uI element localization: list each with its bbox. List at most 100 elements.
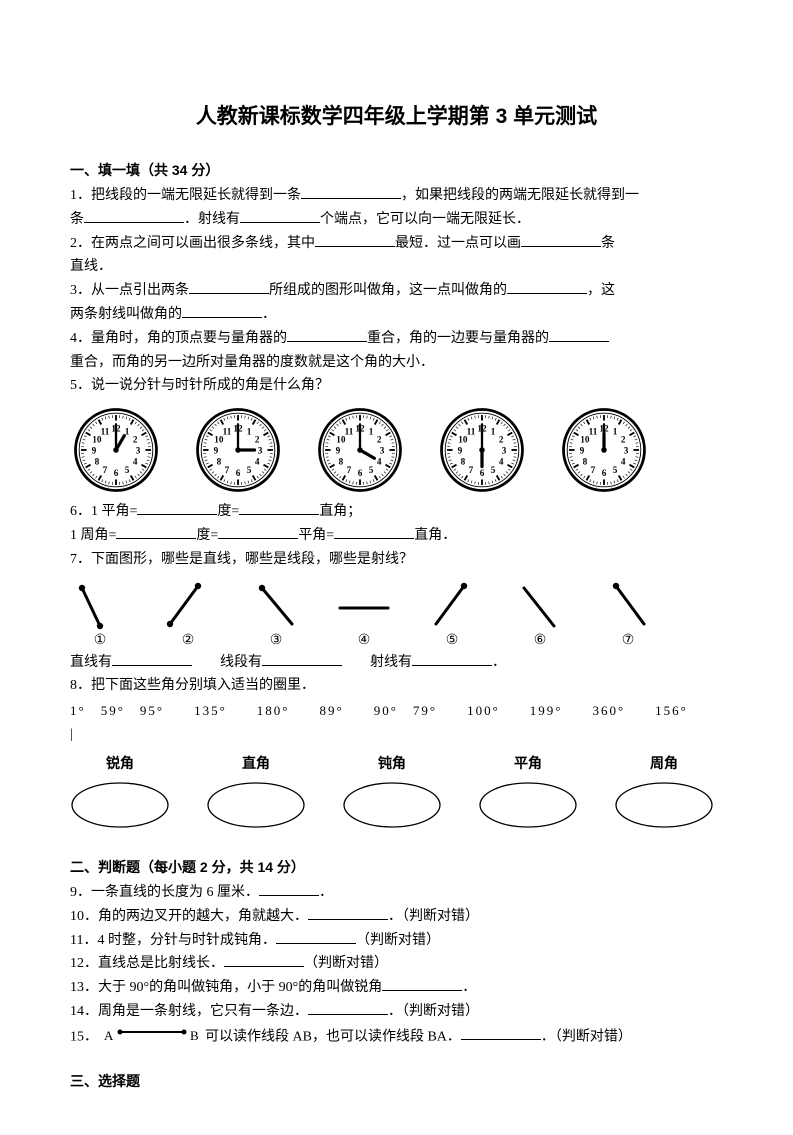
q4-part-a: 4．量角时，角的顶点要与量角器的 — [70, 331, 287, 346]
q1-part-e: 个端点，它可以向一端无限延长． — [320, 212, 530, 227]
q12-part-b: （判断对错） — [304, 956, 388, 971]
blank[interactable] — [116, 524, 196, 539]
svg-text:4: 4 — [499, 457, 504, 467]
circled-number: ① — [94, 632, 107, 649]
q4-part-b: 重合，角的一边要与量角器的 — [367, 331, 549, 346]
page-title: 人教新课标数学四年级上学期第 3 单元测试 — [70, 100, 723, 130]
q1-part-d: ．射线有 — [184, 212, 240, 227]
blank[interactable] — [507, 279, 587, 294]
q14-part-b: ．（判断对错） — [388, 1004, 479, 1019]
blank[interactable] — [521, 232, 601, 247]
svg-text:9: 9 — [92, 446, 97, 456]
svg-text:7: 7 — [103, 465, 108, 475]
oval-label: 平角 — [514, 753, 542, 773]
blank[interactable] — [224, 952, 304, 967]
clock-icon: 123456789101112 — [70, 404, 162, 496]
q15-text: 15． A B 可以读作线段 AB，也可以读作线段 BA．．（判断对错） — [70, 1024, 723, 1051]
q6-part-f: 平角= — [298, 528, 334, 543]
q6-part-d: 1 周角= — [70, 528, 116, 543]
svg-text:2: 2 — [377, 435, 382, 445]
svg-text:3: 3 — [624, 446, 629, 456]
svg-text:11: 11 — [589, 427, 598, 437]
blank[interactable] — [189, 279, 269, 294]
blank[interactable] — [308, 905, 388, 920]
category-oval-group: 钝角 — [342, 753, 442, 829]
q5-text: 5．说一说分针与时针所成的角是什么角？ — [70, 374, 723, 398]
svg-text:8: 8 — [583, 457, 588, 467]
category-oval-group: 锐角 — [70, 753, 170, 829]
cursor-bar: | — [70, 723, 723, 747]
svg-text:2: 2 — [621, 435, 626, 445]
line-shape-item: ⑤ — [422, 580, 482, 649]
q6-text: 6．1 平角=度=直角； 1 周角=度=平角=直角． — [70, 500, 723, 548]
blank[interactable] — [301, 184, 401, 199]
line-shape-icon — [246, 580, 306, 630]
blank[interactable] — [262, 651, 342, 666]
label-a: A — [104, 1028, 114, 1042]
blank[interactable] — [382, 976, 462, 991]
line-shape-item: ① — [70, 580, 130, 649]
q6-part-b: 度= — [217, 504, 239, 519]
q15-part-c: ．（判断对错） — [541, 1029, 632, 1044]
blank[interactable] — [240, 208, 320, 223]
blank[interactable] — [412, 651, 492, 666]
q2-part-c: 条 — [601, 236, 615, 251]
q8-angle-list: 1° 59° 95° 135° 180° 89° 90° 79° 100° 19… — [70, 700, 723, 719]
q7-line-b: 线段有 — [220, 655, 262, 670]
q15-part-a: 15． — [70, 1029, 98, 1044]
line-ab-diagram: A B — [102, 1024, 202, 1051]
line-shape-item: ④ — [334, 580, 394, 649]
line-shape-icon — [422, 580, 482, 630]
circled-number: ⑤ — [446, 632, 459, 649]
q3-part-c: ，这 — [587, 283, 615, 298]
svg-text:4: 4 — [133, 457, 138, 467]
q1-part-a: 1．把线段的一端无限延长就得到一条 — [70, 188, 301, 203]
blank[interactable] — [112, 651, 192, 666]
svg-text:5: 5 — [125, 465, 130, 475]
blank[interactable] — [549, 327, 609, 342]
blank[interactable] — [218, 524, 298, 539]
line-shape-item: ③ — [246, 580, 306, 649]
q3-part-b: 所组成的图形叫做角，这一点叫做角的 — [269, 283, 507, 298]
oval-shape[interactable] — [478, 781, 578, 829]
blank[interactable] — [461, 1025, 541, 1040]
blank[interactable] — [84, 208, 184, 223]
blank[interactable] — [259, 881, 319, 896]
blank[interactable] — [315, 232, 395, 247]
svg-text:8: 8 — [217, 457, 222, 467]
oval-shape[interactable] — [206, 781, 306, 829]
blank[interactable] — [334, 524, 414, 539]
q9-text: 9．一条直线的长度为 6 厘米．． — [70, 881, 723, 905]
oval-label: 钝角 — [378, 753, 406, 773]
svg-text:6: 6 — [602, 468, 607, 478]
blank[interactable] — [276, 929, 356, 944]
blank[interactable] — [182, 303, 262, 318]
q2-part-b: 最短．过一点可以画 — [395, 236, 521, 251]
blank[interactable] — [308, 1000, 388, 1015]
blank[interactable] — [239, 500, 319, 515]
oval-label: 直角 — [242, 753, 270, 773]
clock-icon: 123456789101112 — [558, 404, 650, 496]
svg-text:1: 1 — [369, 427, 374, 437]
blank[interactable] — [287, 327, 367, 342]
svg-text:11: 11 — [345, 427, 354, 437]
svg-text:6: 6 — [480, 468, 485, 478]
q7-text: 7．下面图形，哪些是直线，哪些是线段，哪些是射线？ — [70, 548, 723, 572]
oval-shape[interactable] — [614, 781, 714, 829]
q7-answers: 直线有 线段有 射线有． — [70, 651, 723, 675]
q14-text: 14．周角是一条射线，它只有一条边．．（判断对错） — [70, 1000, 723, 1024]
q12-text: 12．直线总是比射线长．（判断对错） — [70, 952, 723, 976]
svg-text:7: 7 — [591, 465, 596, 475]
q1-text: 1．把线段的一端无限延长就得到一条，如果把线段的两端无限延长就得到一 条．射线有… — [70, 184, 723, 232]
oval-label: 周角 — [650, 753, 678, 773]
q2-part-a: 2．在两点之间可以画出很多条线，其中 — [70, 236, 315, 251]
oval-shape[interactable] — [70, 781, 170, 829]
svg-text:3: 3 — [136, 446, 141, 456]
q13-part-a: 13．大于 90°的角叫做钝角，小于 90°的角叫做锐角 — [70, 980, 382, 995]
svg-text:6: 6 — [236, 468, 241, 478]
blank[interactable] — [137, 500, 217, 515]
svg-text:11: 11 — [223, 427, 232, 437]
oval-shape[interactable] — [342, 781, 442, 829]
q9-part-a: 9．一条直线的长度为 6 厘米． — [70, 885, 259, 900]
circled-number: ③ — [270, 632, 283, 649]
